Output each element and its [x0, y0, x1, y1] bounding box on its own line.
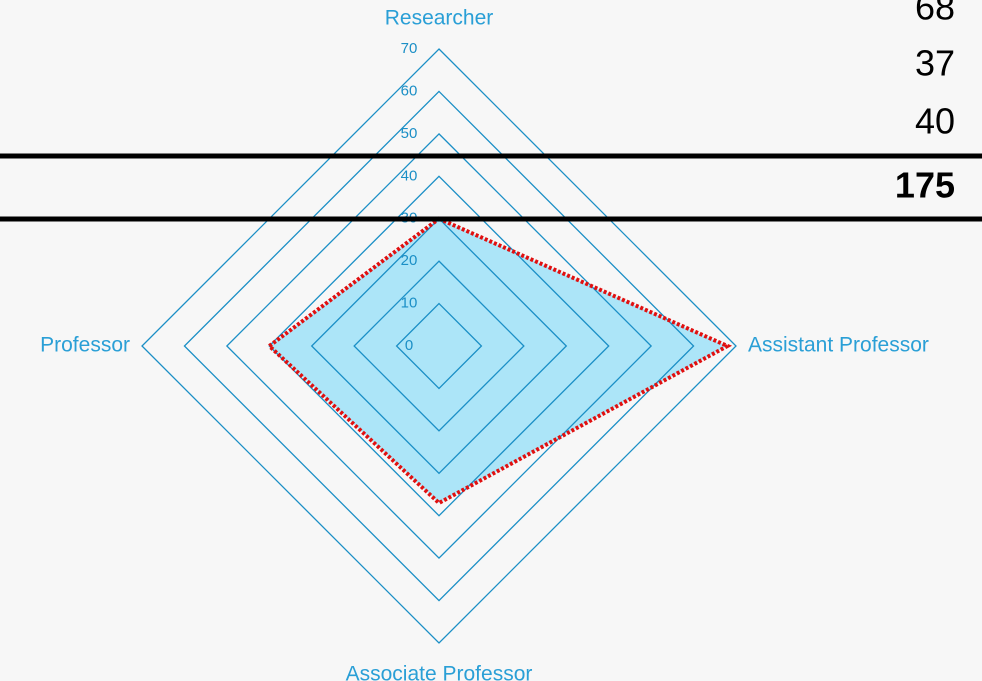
r-tick-label: 40 [401, 167, 418, 184]
axis-label: Assistant Professor [748, 334, 929, 357]
radar-area [269, 218, 728, 503]
radar-line [266, 216, 733, 506]
r-tick-label: 60 [401, 82, 418, 99]
table-total: 175 [895, 165, 955, 206]
axis-label: Professor [40, 334, 130, 357]
grid-ring [268, 175, 610, 517]
r-tick-label: 0 [405, 337, 413, 354]
table-cell: 37 [915, 43, 955, 84]
grid-ring [225, 132, 653, 560]
table-cell: 40 [915, 101, 955, 142]
table-cell: 68 [915, 0, 955, 28]
r-tick-label: 70 [401, 40, 418, 57]
grid-ring [141, 48, 737, 644]
r-tick-label: 50 [401, 125, 418, 142]
axis-label: Associate Professor [346, 663, 533, 681]
grid-ring [183, 90, 695, 602]
grid-ring [310, 217, 568, 475]
axis-label: Researcher [385, 7, 494, 30]
grid-ring [395, 302, 483, 390]
grid-ring [353, 260, 525, 432]
r-tick-label: 10 [401, 295, 418, 312]
r-tick-label: 20 [401, 252, 418, 269]
